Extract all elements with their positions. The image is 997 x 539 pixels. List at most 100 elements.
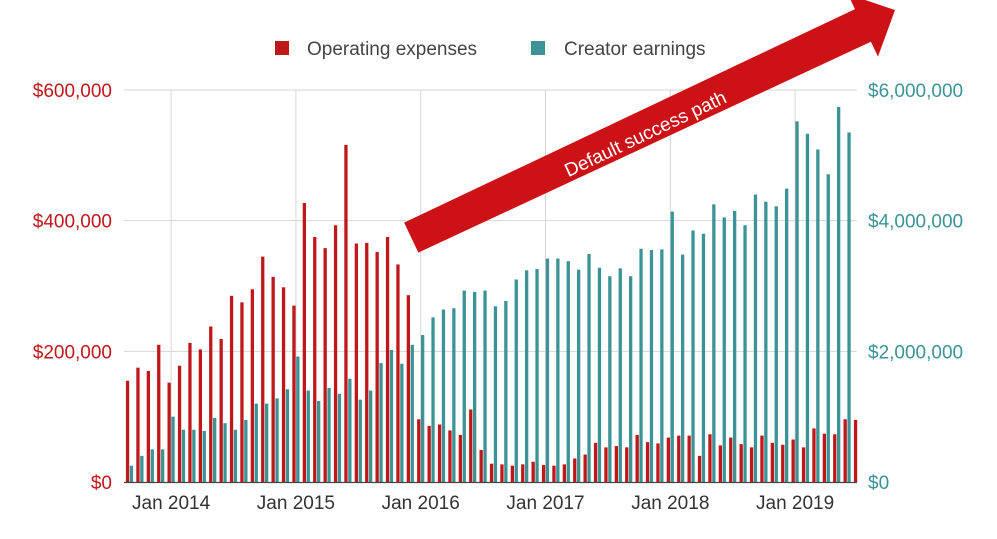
bar-creator-earnings (545, 258, 550, 482)
x-axis-tick-label: Jan 2015 (257, 493, 335, 514)
bar-creator-earnings (608, 276, 612, 482)
bar-creator-earnings (764, 201, 768, 482)
bar-operating-expenses (614, 446, 618, 482)
bar-creator-earnings (691, 230, 695, 482)
left-axis-tick-label: $600,000 (33, 81, 112, 102)
bar-operating-expenses (427, 425, 431, 482)
bar-operating-expenses (510, 465, 514, 482)
bar-creator-earnings (795, 121, 799, 483)
bar-creator-earnings (577, 269, 581, 482)
left-axis-tick-label: $400,000 (33, 212, 112, 233)
bar-operating-expenses (843, 419, 847, 482)
success-path-arrow (404, 0, 895, 253)
bar-operating-expenses (271, 276, 275, 482)
bar-operating-expenses (219, 338, 223, 482)
legend-swatch-creator-earnings (531, 41, 545, 55)
bar-creator-earnings (504, 301, 508, 482)
bar-operating-expenses (645, 442, 650, 482)
legend-item-operating-expenses[interactable]: Operating expenses (275, 39, 477, 60)
bar-creator-earnings (275, 398, 279, 482)
bar-creator-earnings (566, 261, 570, 482)
bar-creator-earnings (202, 431, 206, 482)
bar-operating-expenses (469, 409, 473, 482)
bar-creator-earnings (400, 363, 404, 482)
bar-operating-expenses (749, 447, 754, 482)
bar-creator-earnings (379, 363, 383, 482)
bar-operating-expenses (240, 302, 244, 482)
bar-operating-expenses (365, 242, 369, 482)
bar-operating-expenses (697, 455, 702, 482)
bar-creator-earnings (431, 317, 435, 482)
bar-creator-earnings (701, 233, 706, 482)
bar-operating-expenses (687, 435, 691, 482)
bar-operating-expenses (583, 454, 587, 482)
legend-label-operating-expenses: Operating expenses (307, 39, 477, 60)
bar-operating-expenses (552, 465, 556, 482)
bar-creator-earnings (213, 417, 217, 482)
bar-operating-expenses (146, 370, 150, 482)
bar-operating-expenses (136, 367, 140, 482)
bar-operating-expenses (573, 458, 577, 482)
bar-operating-expenses (770, 442, 774, 482)
gridlines (124, 89, 857, 482)
bar-operating-expenses (801, 447, 806, 482)
bar-creator-earnings (525, 270, 529, 482)
bar-operating-expenses (562, 464, 566, 482)
bar-operating-expenses (188, 342, 192, 482)
left-axis-tick-label: $200,000 (33, 342, 112, 363)
bar-operating-expenses (375, 252, 379, 482)
bar-operating-expenses (708, 434, 712, 482)
left-axis-tick-label: $0 (91, 473, 112, 494)
bar-creator-earnings (306, 390, 310, 482)
bar-operating-expenses (125, 380, 130, 482)
success-path-label: Default success path (562, 87, 730, 181)
x-axis-tick-label: Jan 2016 (382, 493, 460, 514)
bar-creator-earnings (774, 206, 778, 483)
bar-creator-earnings (483, 290, 487, 482)
bar-operating-expenses (333, 225, 338, 483)
bar-creator-earnings (805, 133, 810, 482)
bar-creator-earnings (514, 279, 518, 482)
legend[interactable]: Operating expenses Creator earnings (275, 39, 706, 60)
bar-operating-expenses (292, 305, 296, 482)
bar-creator-earnings (181, 429, 186, 482)
bar-creator-earnings (296, 356, 300, 482)
bar-creator-earnings (129, 465, 134, 482)
bar-operating-expenses (853, 419, 858, 482)
legend-item-creator-earnings[interactable]: Creator earnings (531, 39, 706, 60)
bar-operating-expenses (781, 444, 785, 482)
bar-creator-earnings (556, 258, 560, 482)
bar-operating-expenses (281, 287, 286, 482)
x-axis-tick-label: Jan 2018 (631, 493, 709, 514)
bar-operating-expenses (229, 295, 234, 482)
bar-creator-earnings (837, 106, 841, 483)
bar-creator-earnings (597, 267, 602, 482)
bar-operating-expenses (250, 289, 254, 482)
bar-operating-expenses (448, 430, 452, 482)
bar-creator-earnings (847, 132, 851, 482)
creator-earnings-series (129, 106, 851, 483)
bar-operating-expenses (313, 237, 317, 482)
bar-creator-earnings (639, 248, 643, 482)
bar-operating-expenses (635, 434, 639, 482)
bar-creator-earnings (733, 210, 737, 482)
bar-operating-expenses (718, 445, 722, 482)
bar-operating-expenses (833, 434, 837, 482)
bar-operating-expenses (479, 449, 483, 482)
bar-creator-earnings (410, 344, 414, 482)
bar-creator-earnings (244, 419, 248, 482)
bar-operating-expenses (822, 433, 826, 482)
bar-creator-earnings (493, 306, 498, 482)
bar-operating-expenses (198, 349, 202, 482)
bar-creator-earnings (327, 387, 331, 482)
bar-operating-expenses (354, 243, 358, 482)
bar-creator-earnings (441, 309, 446, 482)
bar-creator-earnings (816, 149, 820, 482)
bar-creator-earnings (826, 174, 830, 482)
bar-creator-earnings (722, 217, 726, 482)
x-axis-tick-label: Jan 2014 (132, 493, 211, 514)
bar-creator-earnings (649, 250, 654, 482)
bar-operating-expenses (323, 248, 327, 482)
success-path-annotation: Default success path (404, 0, 895, 253)
